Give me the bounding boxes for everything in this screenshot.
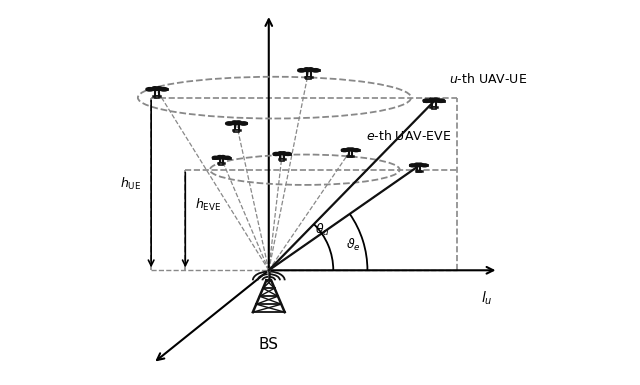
Polygon shape — [233, 122, 240, 125]
Polygon shape — [416, 164, 422, 167]
Polygon shape — [430, 100, 437, 102]
Polygon shape — [154, 96, 159, 98]
Polygon shape — [280, 159, 284, 161]
Polygon shape — [307, 77, 311, 79]
Polygon shape — [417, 171, 420, 172]
Polygon shape — [348, 149, 353, 152]
Text: $h_{\rm UE}$: $h_{\rm UE}$ — [120, 176, 141, 192]
Polygon shape — [218, 157, 224, 159]
Polygon shape — [234, 130, 239, 132]
Polygon shape — [348, 156, 352, 157]
Polygon shape — [279, 153, 285, 156]
Text: $u$-th UAV-UE: $u$-th UAV-UE — [449, 72, 527, 86]
Text: $\vartheta_e$: $\vartheta_e$ — [346, 236, 360, 253]
Text: $\theta_u$: $\theta_u$ — [316, 222, 330, 238]
Text: BS: BS — [259, 337, 279, 352]
Text: $e$-th UAV-EVE: $e$-th UAV-EVE — [365, 129, 451, 142]
Polygon shape — [305, 69, 312, 72]
Text: $h_{\rm EVE}$: $h_{\rm EVE}$ — [195, 197, 221, 213]
Text: $l_u$: $l_u$ — [481, 289, 493, 307]
Polygon shape — [154, 88, 161, 91]
Polygon shape — [220, 163, 223, 165]
Polygon shape — [431, 107, 436, 109]
